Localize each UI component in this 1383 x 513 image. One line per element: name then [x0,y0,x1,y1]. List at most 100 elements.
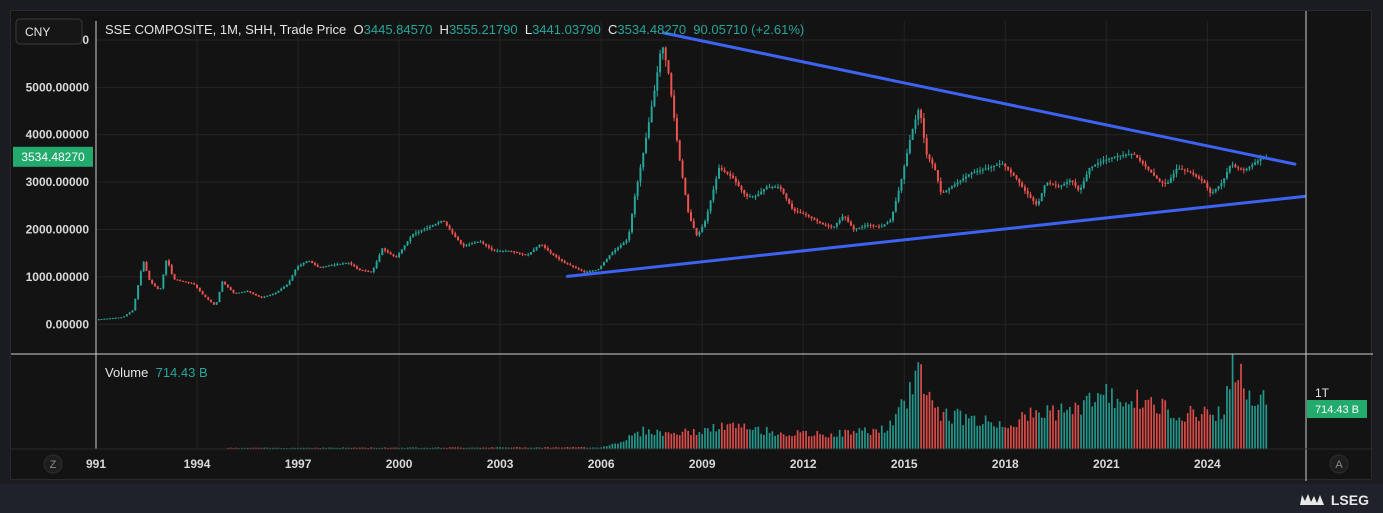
candle-body [878,226,880,228]
candle-body [1237,167,1240,169]
volume-bar [575,447,577,449]
volume-bar [482,447,485,449]
volume-bar [709,431,712,449]
volume-bar [830,433,833,449]
candle-body [311,261,314,264]
candle-body [995,164,998,166]
candle-body [210,299,213,303]
x-tick-label: 2018 [992,457,1019,471]
candle-body [389,252,392,255]
candle-body [490,247,493,250]
candle-body [597,269,600,271]
candle-body [344,263,347,265]
candle-body [552,253,555,256]
volume-bar [852,431,855,449]
currency-button[interactable] [15,18,83,45]
x-tick-label: 2024 [1194,457,1221,471]
candle-body [426,228,429,230]
candle-body [437,222,440,224]
volume-bar [378,447,381,449]
candle-body [364,270,367,272]
auto-scale-button[interactable] [1329,454,1349,474]
volume-bar [1071,414,1074,449]
volume-bar [1080,414,1082,449]
volume-bar [979,425,981,449]
trendline-lower[interactable] [565,194,1307,278]
candle-body [821,222,824,225]
candle-body [1088,167,1091,175]
candle-body [125,314,128,317]
candle-body [779,186,782,189]
candle-body [605,258,608,263]
candle-body [1122,155,1125,157]
candle-body [356,266,358,269]
volume-bar [662,435,664,449]
price-chart[interactable]: 0.00000 1000.00000 2000.00000 3000.00000 400… [11,11,1373,481]
candle-body [120,317,123,319]
volume-bar [308,447,311,449]
volume-bar [973,415,976,449]
volume-bar [1161,398,1164,449]
volume-bar [751,429,754,449]
candle-body [1046,182,1049,186]
candle-body [137,285,140,299]
volume-bar [342,447,344,449]
candle-body [979,170,982,172]
volume-bar [1083,400,1085,449]
trendline-upper[interactable] [661,31,1297,166]
auto-scale-button-label[interactable]: A [1335,459,1343,471]
zoom-button-label[interactable]: Z [50,459,57,471]
candle-body [1225,171,1228,179]
volume-bar [490,447,493,449]
candle-body [333,264,336,266]
candle-body [1144,163,1147,167]
volume-bar [530,447,532,449]
candle-body [948,188,951,191]
volume-bar [566,447,569,449]
volume-bar [429,447,431,449]
candle-body [1155,175,1158,179]
candle-body [1113,156,1116,158]
candle-body [1186,170,1189,172]
symbol-label: SSE COMPOSITE, 1M, SHH, Trade Price [105,22,354,37]
candle-body [684,177,687,195]
volume-bar [670,433,673,449]
candle-body [1133,153,1136,155]
candle-body [1139,157,1141,161]
candle-body [283,286,286,289]
candle-body [336,264,339,266]
candle-body [302,263,305,265]
candle-body [515,251,518,253]
volume-bar [563,447,566,449]
candle-body [327,265,330,267]
volume-bar [465,447,468,449]
candle-body [257,295,260,297]
candle-body [165,260,168,275]
zoom-button[interactable] [43,454,63,474]
candle-body [100,319,103,321]
volume-bar [1001,427,1004,449]
candle-body [538,244,541,248]
candle-body [920,110,923,119]
candle-body [956,182,959,185]
candle-body [712,189,715,201]
volume-bar [1200,414,1203,449]
currency-button-label[interactable]: CNY [25,25,50,39]
candle-body [530,252,532,255]
volume-bar [833,436,835,449]
volume-bar [356,447,358,449]
candle-body [459,240,462,244]
open-label: O [354,22,364,37]
candle-body [793,208,796,212]
volume-bar [445,447,448,449]
candle-body [454,233,457,237]
candle-body [866,224,869,226]
candle-body [280,288,283,291]
candle-body [872,225,875,227]
volume-bar [524,447,527,449]
candle-body [499,250,502,252]
candle-body [235,292,238,294]
candle-body [1203,180,1206,184]
volume-bar [1018,419,1021,449]
volume-bar [243,447,246,449]
